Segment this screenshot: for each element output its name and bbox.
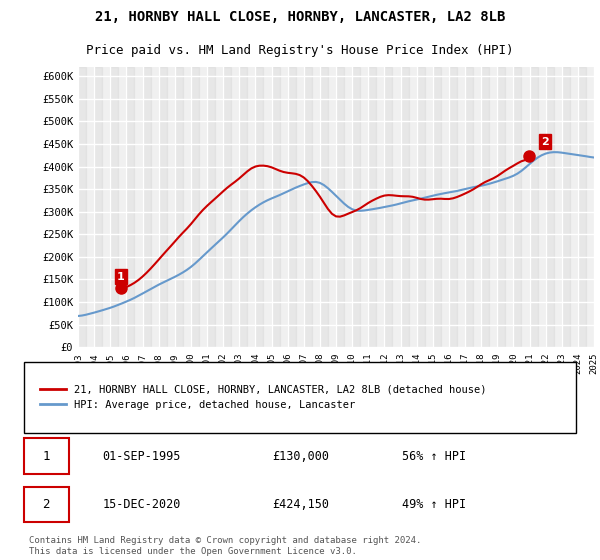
Bar	[223, 67, 231, 347]
FancyBboxPatch shape	[23, 438, 69, 474]
Legend: 21, HORNBY HALL CLOSE, HORNBY, LANCASTER, LA2 8LB (detached house), HPI: Average: 21, HORNBY HALL CLOSE, HORNBY, LANCASTER…	[34, 380, 492, 416]
Bar	[336, 67, 344, 347]
Bar	[401, 67, 409, 347]
Bar	[110, 67, 118, 347]
FancyBboxPatch shape	[23, 362, 577, 433]
Text: Contains HM Land Registry data © Crown copyright and database right 2024.
This d: Contains HM Land Registry data © Crown c…	[29, 536, 422, 556]
FancyBboxPatch shape	[23, 487, 69, 522]
Bar	[143, 67, 151, 347]
Text: Price paid vs. HM Land Registry's House Price Index (HPI): Price paid vs. HM Land Registry's House …	[86, 44, 514, 57]
Bar	[530, 67, 538, 347]
Text: £130,000: £130,000	[272, 450, 329, 463]
Bar	[481, 67, 489, 347]
Bar	[287, 67, 296, 347]
Bar	[207, 67, 215, 347]
Bar	[578, 67, 586, 347]
Bar	[175, 67, 183, 347]
Bar	[545, 67, 554, 347]
Bar	[158, 67, 167, 347]
Text: 15-DEC-2020: 15-DEC-2020	[103, 498, 181, 511]
Bar	[256, 67, 263, 347]
Bar	[191, 67, 199, 347]
Text: 56% ↑ HPI: 56% ↑ HPI	[401, 450, 466, 463]
Bar	[320, 67, 328, 347]
Bar	[352, 67, 360, 347]
Text: 1: 1	[117, 272, 125, 282]
Bar	[78, 67, 86, 347]
Bar	[497, 67, 505, 347]
Bar	[514, 67, 521, 347]
Text: 2: 2	[541, 137, 549, 147]
Bar	[94, 67, 102, 347]
Bar	[127, 67, 134, 347]
Text: 49% ↑ HPI: 49% ↑ HPI	[401, 498, 466, 511]
Bar	[562, 67, 570, 347]
Bar	[449, 67, 457, 347]
Text: 1: 1	[43, 450, 50, 463]
Bar	[385, 67, 392, 347]
Text: 21, HORNBY HALL CLOSE, HORNBY, LANCASTER, LA2 8LB: 21, HORNBY HALL CLOSE, HORNBY, LANCASTER…	[95, 10, 505, 24]
Bar	[271, 67, 280, 347]
Text: 2: 2	[43, 498, 50, 511]
Text: 01-SEP-1995: 01-SEP-1995	[103, 450, 181, 463]
Text: £424,150: £424,150	[272, 498, 329, 511]
Bar	[465, 67, 473, 347]
Bar	[416, 67, 425, 347]
Bar	[304, 67, 312, 347]
Bar	[368, 67, 376, 347]
Bar	[239, 67, 247, 347]
Bar	[433, 67, 441, 347]
